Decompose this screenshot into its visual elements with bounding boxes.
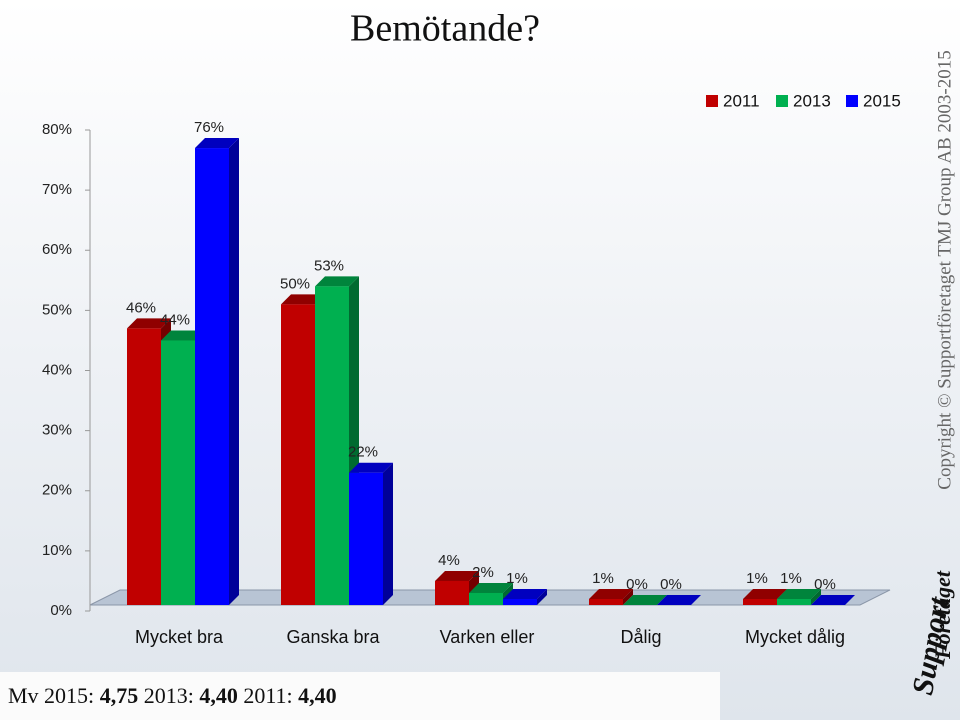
bar: [503, 598, 537, 605]
logo-text: Företaget: [930, 570, 955, 660]
bar: [435, 580, 469, 605]
bar-top: [195, 138, 239, 149]
bar: [349, 472, 383, 605]
value-label: 0%: [626, 576, 648, 593]
footer-value: 4,40: [199, 683, 238, 708]
x-tick-label: Varken eller: [440, 627, 535, 647]
y-tick-label: 40%: [42, 361, 72, 378]
y-tick-label: 70%: [42, 181, 72, 198]
footer-label: 2013:: [144, 683, 194, 708]
y-tick-label: 50%: [42, 301, 72, 318]
value-label: 53%: [314, 257, 344, 274]
bar: [281, 304, 315, 605]
y-tick-label: 60%: [42, 241, 72, 258]
bar-top: [281, 294, 325, 305]
legend-label: 2013: [793, 91, 831, 110]
footer: Mv 2015: 4,75 2013: 4,40 2011: 4,40: [8, 683, 337, 708]
footer-label: 2011:: [243, 683, 292, 708]
bar-top: [777, 588, 821, 599]
value-label: 1%: [506, 570, 528, 587]
bar: [315, 286, 349, 605]
bar-top: [811, 595, 855, 605]
value-label: 46%: [126, 299, 156, 316]
bar-top: [161, 330, 205, 341]
legend-label: 2015: [863, 91, 901, 110]
x-tick-label: Dålig: [620, 627, 661, 647]
bar-top: [743, 588, 787, 599]
value-label: 1%: [592, 570, 614, 587]
legend-swatch: [706, 95, 718, 107]
legend-swatch: [846, 95, 858, 107]
bar: [589, 598, 623, 605]
bar-top: [469, 582, 513, 593]
bar-top: [349, 462, 393, 473]
value-label: 0%: [660, 576, 682, 593]
legend-swatch: [776, 95, 788, 107]
x-tick-label: Mycket dålig: [745, 627, 845, 647]
footer-value: 4,40: [298, 683, 337, 708]
bar-side: [229, 138, 239, 606]
y-tick-label: 10%: [42, 542, 72, 559]
value-label: 0%: [814, 576, 836, 593]
value-label: 1%: [780, 570, 802, 587]
value-label: 1%: [746, 570, 768, 587]
value-label: 44%: [160, 311, 190, 328]
bar: [777, 598, 811, 605]
bar-top: [589, 588, 633, 599]
bar-top: [435, 570, 479, 581]
bar-top: [623, 595, 667, 605]
bar-top: [657, 595, 701, 605]
chart-title: Bemötande?: [350, 8, 540, 50]
legend-label: 2011: [723, 91, 760, 110]
y-tick-label: 20%: [42, 482, 72, 499]
value-label: 22%: [348, 444, 378, 461]
bar-side: [811, 588, 821, 605]
bar-side: [623, 588, 633, 605]
bar-side: [537, 588, 547, 605]
footer-box: [0, 672, 720, 720]
bar: [127, 328, 161, 605]
bar: [469, 592, 503, 605]
footer-value: 4,75: [100, 683, 139, 708]
y-tick-label: 0%: [50, 602, 72, 619]
bar-top: [315, 276, 359, 287]
footer-label: Mv 2015:: [8, 683, 94, 708]
value-label: 2%: [472, 564, 494, 581]
bar-top: [127, 318, 171, 329]
bar-side: [383, 462, 393, 605]
bar: [161, 340, 195, 605]
bar: [195, 148, 229, 606]
x-tick-label: Ganska bra: [286, 627, 380, 647]
y-tick-label: 80%: [42, 121, 72, 138]
bar-top: [503, 588, 547, 599]
x-tick-label: Mycket bra: [135, 627, 224, 647]
value-label: 4%: [438, 552, 460, 569]
copyright: Copyright © Supportföretaget TMJ Group A…: [934, 50, 955, 489]
value-label: 50%: [280, 275, 310, 292]
y-tick-label: 30%: [42, 422, 72, 439]
value-label: 76%: [194, 119, 224, 136]
bar: [743, 598, 777, 605]
